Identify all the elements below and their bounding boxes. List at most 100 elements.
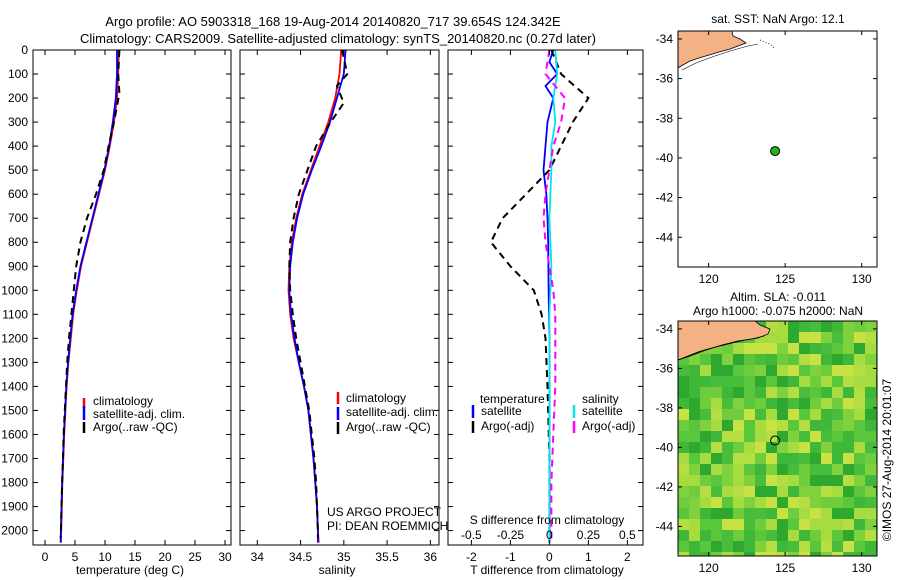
latitude-tick-label: -38 bbox=[656, 111, 674, 125]
legend-label: satellite bbox=[481, 404, 522, 418]
sla-heatmap-cell bbox=[788, 431, 799, 442]
sla-map-panel: Altim. SLA: -0.011 Argo h1000: -0.075 h2… bbox=[656, 290, 894, 575]
sla-heatmap-cell bbox=[832, 453, 843, 464]
sla-heatmap-cell bbox=[810, 541, 821, 552]
sla-heatmap-cell bbox=[832, 398, 843, 409]
sla-heatmap-cell bbox=[821, 519, 832, 530]
sla-heatmap-cell bbox=[865, 420, 876, 431]
sla-heatmap-cell bbox=[843, 453, 854, 464]
sla-heatmap-cell bbox=[832, 365, 843, 376]
sla-heatmap-cell bbox=[865, 354, 876, 365]
sla-heatmap-cell bbox=[843, 321, 854, 332]
sla-heatmap-cell bbox=[799, 321, 810, 332]
sla-heatmap-cell bbox=[722, 475, 733, 486]
sla-heatmap-cell bbox=[843, 365, 854, 376]
sla-heatmap-cell bbox=[744, 409, 755, 420]
sla-heatmap-cell bbox=[722, 530, 733, 541]
sla-map-frame bbox=[677, 320, 878, 557]
sla-heatmap-cell bbox=[755, 475, 766, 486]
sla-heatmap-cell bbox=[678, 486, 689, 497]
sla-heatmap-cell bbox=[777, 398, 788, 409]
sla-heatmap-cell bbox=[733, 552, 744, 556]
sla-heatmap-cell bbox=[843, 497, 854, 508]
sla-heatmap-cell bbox=[700, 354, 711, 365]
sla-heatmap-cell bbox=[865, 552, 876, 556]
sla-heatmap-cell bbox=[854, 519, 865, 530]
sla-heatmap-cell bbox=[788, 387, 799, 398]
sla-heatmap-cell bbox=[821, 497, 832, 508]
sla-heatmap-cell bbox=[821, 398, 832, 409]
sla-heatmap-cell bbox=[788, 420, 799, 431]
sla-heatmap-cell bbox=[832, 508, 843, 519]
sla-heatmap-cell bbox=[777, 475, 788, 486]
s-difference-axis-label: S difference from climatology bbox=[470, 513, 625, 527]
sla-heatmap-cell bbox=[788, 464, 799, 475]
sla-heatmap-cell bbox=[810, 354, 821, 365]
depth-tick-label: 200 bbox=[8, 91, 28, 105]
sla-heatmap-cell bbox=[733, 442, 744, 453]
sla-heatmap-cell bbox=[843, 464, 854, 475]
series-line-0-1 bbox=[59, 50, 118, 543]
sla-heatmap-cell bbox=[799, 343, 810, 354]
sla-heatmap-cell bbox=[788, 343, 799, 354]
sla-heatmap-cell bbox=[711, 519, 722, 530]
sla-heatmap-cell bbox=[755, 420, 766, 431]
sla-heatmap-cell bbox=[788, 332, 799, 343]
sla-heatmap-cell bbox=[744, 343, 755, 354]
sla-heatmap-cell bbox=[711, 541, 722, 552]
sla-heatmap-cell bbox=[711, 420, 722, 431]
depth-tick-label: 0 bbox=[21, 43, 28, 57]
depth-tick-label: 400 bbox=[8, 139, 28, 153]
sla-heatmap-cell bbox=[766, 541, 777, 552]
sla-heatmap-cell bbox=[777, 442, 788, 453]
sla-heatmap-cell bbox=[733, 475, 744, 486]
depth-tick-label: 1400 bbox=[1, 379, 28, 393]
x-tick-label: 20 bbox=[158, 550, 172, 564]
sla-heatmap-cell bbox=[755, 486, 766, 497]
sla-heatmap-cell bbox=[722, 486, 733, 497]
sla-heatmap-cell bbox=[865, 332, 876, 343]
sla-heatmap-cell bbox=[711, 453, 722, 464]
sla-heatmap-cell bbox=[700, 453, 711, 464]
sla-heatmap-cell bbox=[722, 354, 733, 365]
sla-heatmap-cell bbox=[865, 409, 876, 420]
sla-heatmap-cell bbox=[821, 409, 832, 420]
sla-heatmap-cell bbox=[799, 365, 810, 376]
s-difference-tick-label: 0.5 bbox=[619, 528, 636, 542]
sla-heatmap bbox=[678, 321, 877, 556]
sla-heatmap-cell bbox=[810, 343, 821, 354]
sla-heatmap-cell bbox=[700, 508, 711, 519]
sla-heatmap-cell bbox=[711, 409, 722, 420]
sla-heatmap-cell bbox=[777, 409, 788, 420]
depth-tick-label: 300 bbox=[8, 115, 28, 129]
sla-heatmap-cell bbox=[854, 552, 865, 556]
sla-heatmap-cell bbox=[865, 321, 876, 332]
legend-label: climatology bbox=[93, 394, 153, 408]
sla-heatmap-cell bbox=[744, 475, 755, 486]
sla-heatmap-cell bbox=[788, 475, 799, 486]
latitude-tick-label: -34 bbox=[656, 322, 674, 336]
sla-heatmap-cell bbox=[788, 508, 799, 519]
sla-heatmap-cell bbox=[744, 365, 755, 376]
sla-heatmap-cell bbox=[755, 464, 766, 475]
sla-heatmap-cell bbox=[744, 420, 755, 431]
sla-heatmap-cell bbox=[843, 519, 854, 530]
sla-heatmap-cell bbox=[755, 530, 766, 541]
sla-heatmap-cell bbox=[755, 343, 766, 354]
difference-panel: -2 -1 0 1 2 -0.5 -0.25 0 0.25 0.5 T difference fr… bbox=[447, 49, 644, 577]
sla-heatmap-cell bbox=[810, 420, 821, 431]
sla-heatmap-cell bbox=[821, 365, 832, 376]
longitude-tick-label: 120 bbox=[699, 561, 719, 575]
sla-heatmap-cell bbox=[766, 332, 777, 343]
latitude-tick-label: -40 bbox=[656, 440, 674, 454]
sla-heatmap-cell bbox=[865, 365, 876, 376]
sla-heatmap-cell bbox=[766, 409, 777, 420]
sla-heatmap-cell bbox=[689, 552, 700, 556]
sla-heatmap-cell bbox=[733, 530, 744, 541]
sla-heatmap-cell bbox=[821, 552, 832, 556]
sla-heatmap-cell bbox=[766, 343, 777, 354]
sla-heatmap-cell bbox=[821, 343, 832, 354]
sla-heatmap-cell bbox=[777, 464, 788, 475]
sla-heatmap-cell bbox=[799, 453, 810, 464]
sla-heatmap-cell bbox=[678, 387, 689, 398]
